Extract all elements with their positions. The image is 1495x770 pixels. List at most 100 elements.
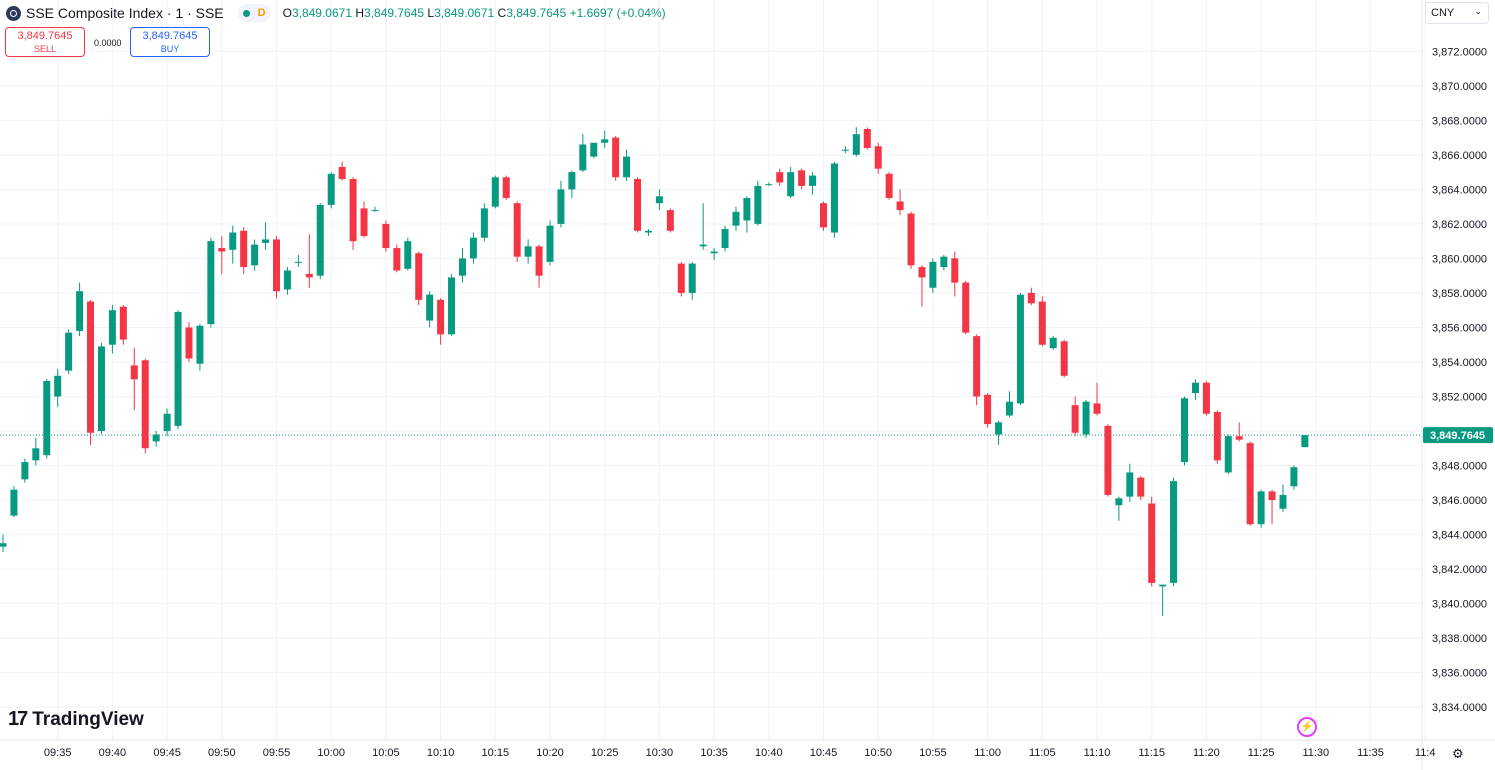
candle: [1290, 465, 1298, 490]
candle: [305, 234, 313, 288]
candle-body: [557, 189, 565, 224]
candle-body: [338, 166, 346, 180]
candle-body: [1235, 436, 1243, 440]
candle-body: [1301, 435, 1309, 448]
gear-icon[interactable]: ⚙: [1452, 746, 1464, 761]
candle: [852, 127, 860, 157]
candle-body: [623, 156, 631, 178]
market-status[interactable]: D: [237, 4, 271, 22]
sell-label: SELL: [33, 44, 57, 54]
time-tick-label: 10:05: [372, 747, 400, 759]
candle: [1148, 496, 1156, 587]
price-tick-label: 3,834.0000: [1432, 702, 1487, 714]
candle-body: [240, 230, 248, 268]
candle: [1038, 296, 1046, 347]
candle-body: [1082, 401, 1090, 435]
candle: [546, 220, 554, 266]
candle-body: [393, 248, 401, 271]
last-price-label: 3,849.7645: [1430, 430, 1485, 442]
price-tick-label: 3,870.0000: [1432, 81, 1487, 93]
candle-body: [885, 173, 893, 199]
high-label: H: [355, 6, 365, 20]
time-tick-label: 10:15: [482, 747, 510, 759]
currency-select[interactable]: CNY ⌄: [1425, 2, 1489, 24]
time-tick-label: 10:35: [700, 747, 728, 759]
candle-body: [1071, 405, 1079, 433]
close-value: 3,849.7645: [506, 6, 567, 20]
time-tick-label: 11:20: [1193, 747, 1220, 759]
candle-body: [513, 203, 521, 257]
time-tick-label: 09:55: [263, 747, 291, 759]
time-tick-label: 10:30: [646, 747, 674, 759]
candle: [1082, 399, 1090, 438]
candle-body: [841, 149, 849, 151]
tradingview-logo[interactable]: 17 TradingView: [8, 708, 144, 731]
candle: [283, 267, 291, 295]
candle: [349, 177, 357, 250]
candle-body: [743, 198, 751, 221]
candle-body: [1027, 292, 1035, 304]
symbol-title[interactable]: SSE Composite Index · 1 · SSE: [26, 5, 224, 21]
candle: [798, 168, 806, 190]
spread-value: 0.0000: [94, 38, 122, 48]
candle: [666, 208, 674, 233]
candle-body: [677, 263, 685, 293]
time-tick-label: 11:00: [974, 747, 1001, 759]
candle: [502, 175, 510, 200]
dot-icon: [242, 9, 250, 17]
candle-body: [97, 346, 105, 432]
candle: [1279, 484, 1287, 513]
candle-body: [152, 434, 160, 442]
candle: [229, 225, 237, 264]
candle: [1137, 475, 1145, 501]
candle-body: [984, 394, 992, 425]
candle-body: [1137, 477, 1145, 497]
candle: [841, 146, 849, 154]
candle-body: [1093, 403, 1101, 414]
candle-body: [130, 365, 138, 380]
candle: [973, 334, 981, 406]
candle: [130, 348, 138, 411]
candle-body: [437, 299, 445, 335]
candle: [1159, 584, 1167, 616]
candle-body: [568, 172, 576, 190]
candle: [480, 203, 488, 242]
candle: [513, 201, 521, 262]
candle: [32, 437, 40, 466]
time-tick-label: 11:35: [1357, 747, 1384, 759]
bolt-icon[interactable]: ⚡: [1297, 717, 1317, 737]
candle-body: [951, 258, 959, 283]
time-tick-label: 11:25: [1248, 747, 1275, 759]
candle: [196, 324, 204, 371]
time-axis: 2909:3509:4009:4509:5009:5510:0010:0510:…: [44, 747, 1436, 759]
candle-body: [1170, 481, 1178, 583]
candle: [163, 408, 171, 437]
candle: [174, 310, 182, 430]
candle-body: [1257, 491, 1265, 525]
price-tick-label: 3,838.0000: [1432, 633, 1487, 645]
candle-body: [273, 239, 280, 292]
price-tick-label: 3,872.0000: [1432, 46, 1487, 58]
candle-body: [458, 258, 466, 276]
candle: [65, 329, 73, 375]
candle: [240, 227, 248, 274]
buy-button[interactable]: 3,849.7645 BUY: [130, 27, 210, 57]
candle: [929, 258, 937, 293]
open-label: O: [282, 6, 292, 20]
candle: [863, 127, 871, 150]
candle: [54, 368, 62, 407]
candle-body: [283, 270, 291, 290]
candle-body: [294, 261, 302, 263]
candle-body: [185, 327, 193, 359]
candle-body: [710, 251, 718, 254]
candle: [1115, 496, 1123, 521]
open-value: 3,849.0671: [291, 6, 352, 20]
candle-body: [995, 422, 1003, 435]
ohlc-readout: O3,849.0671 H3,849.7645 L3,849.0671 C3,8…: [283, 6, 666, 20]
sse-logo-icon[interactable]: [6, 5, 21, 21]
candle-body: [1191, 382, 1199, 394]
candle-body: [699, 244, 707, 247]
sell-button[interactable]: 3,849.7645 SELL: [5, 27, 85, 57]
price-tick-label: 3,852.0000: [1432, 392, 1487, 404]
